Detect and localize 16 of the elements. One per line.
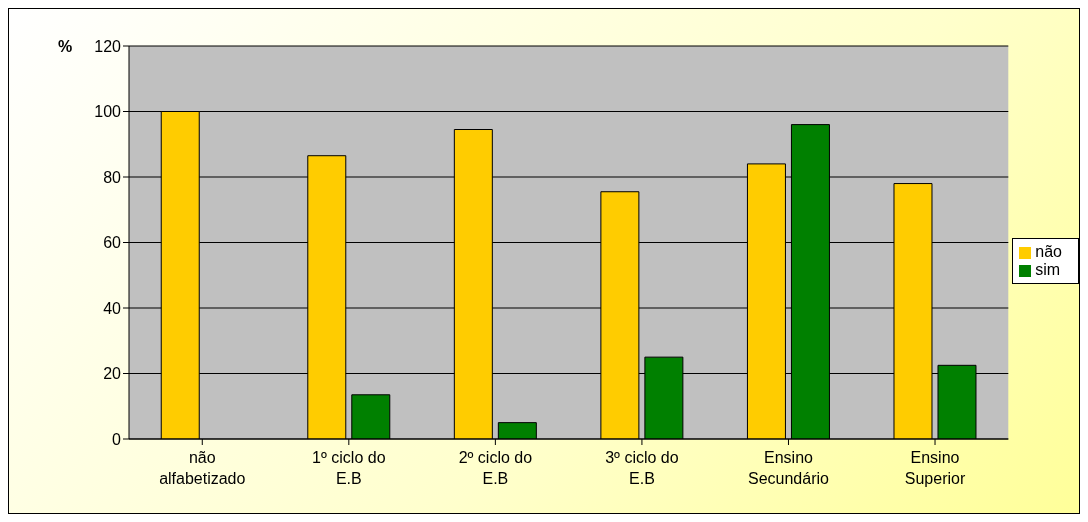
y-tick-label: 100 — [94, 103, 122, 121]
x-tick-label: não alfabetizado — [159, 449, 246, 487]
y-tick-label: 60 — [103, 234, 122, 252]
x-tick-label: 3º ciclo do E.B — [605, 449, 679, 487]
y-axis-title: % — [58, 38, 73, 56]
x-tick-label: Ensino Secundário — [748, 449, 830, 487]
y-tick-label: 20 — [103, 365, 122, 383]
x-tick-label: Ensino Superior — [904, 449, 966, 487]
y-tick-label: 80 — [103, 168, 122, 186]
y-tick-label: 120 — [94, 37, 122, 55]
legend-label: não — [1035, 243, 1062, 260]
x-tick-label: 1º ciclo do E.B — [312, 449, 386, 487]
y-tick-label: 40 — [103, 299, 122, 317]
legend-label: sim — [1035, 261, 1061, 278]
x-tick-label: 2º ciclo do E.B — [458, 449, 533, 487]
y-tick-label: 0 — [112, 430, 122, 448]
